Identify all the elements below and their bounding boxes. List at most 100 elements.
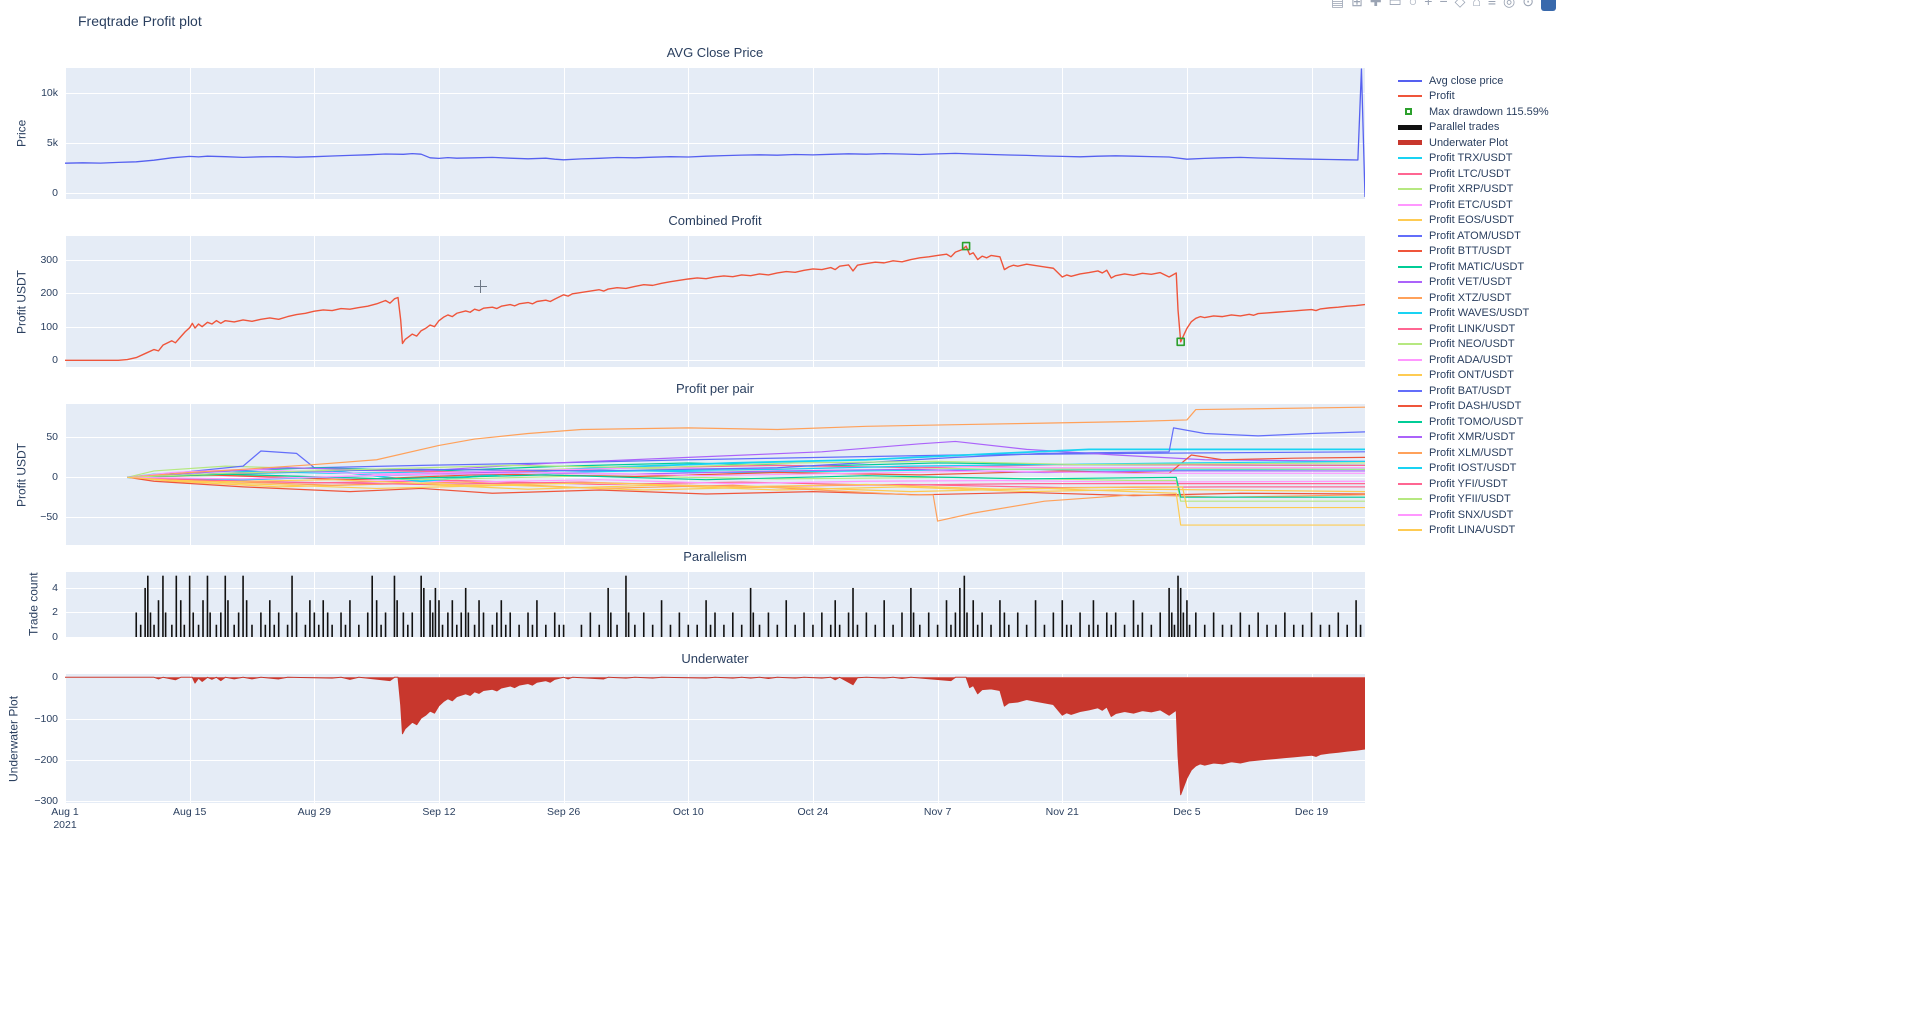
legend-item-profit-ltc-usdt[interactable]: Profit LTC/USDT bbox=[1398, 166, 1549, 182]
legend-item-avg-close-price[interactable]: Avg close price bbox=[1398, 73, 1549, 89]
plotly-logo[interactable] bbox=[1541, 0, 1556, 11]
legend-item-profit-lina-usdt[interactable]: Profit LINA/USDT bbox=[1398, 523, 1549, 539]
legend-label: Profit NEO/USDT bbox=[1429, 338, 1515, 351]
camera-icon[interactable]: ▤ bbox=[1330, 0, 1345, 9]
hover-compare-icon[interactable]: ⊙ bbox=[1522, 0, 1534, 9]
parallelism-plot-canvas[interactable] bbox=[65, 572, 1365, 637]
x-tick-label: Nov 7 bbox=[893, 806, 983, 819]
x-tick-label: Sep 12 bbox=[394, 806, 484, 819]
swatch-shape bbox=[1398, 281, 1422, 284]
legend-swatch-line-icon bbox=[1398, 327, 1425, 330]
x-tick-text: Nov 7 bbox=[923, 806, 952, 818]
legend-label: Profit BTT/USDT bbox=[1429, 245, 1512, 258]
legend-item-profit-ada-usdt[interactable]: Profit ADA/USDT bbox=[1398, 352, 1549, 368]
legend-label: Profit VET/USDT bbox=[1429, 276, 1513, 289]
swatch-shape bbox=[1398, 358, 1422, 361]
swatch-shape bbox=[1398, 140, 1422, 146]
legend-item-profit-waves-usdt[interactable]: Profit WAVES/USDT bbox=[1398, 306, 1549, 322]
legend-item-profit-atom-usdt[interactable]: Profit ATOM/USDT bbox=[1398, 228, 1549, 244]
x-tick-text: Aug 15 bbox=[173, 806, 207, 818]
legend-item-profit[interactable]: Profit bbox=[1398, 89, 1549, 105]
box-select-icon[interactable]: ▭ bbox=[1388, 0, 1402, 9]
legend-swatch-line-icon bbox=[1398, 436, 1425, 439]
legend-item-profit-neo-usdt[interactable]: Profit NEO/USDT bbox=[1398, 337, 1549, 353]
crosshair-vertical bbox=[480, 280, 481, 293]
combined-profit-plot-canvas[interactable] bbox=[65, 236, 1365, 367]
legend-item-profit-yfi-usdt[interactable]: Profit YFI/USDT bbox=[1398, 476, 1549, 492]
legend-swatch-line-icon bbox=[1398, 420, 1425, 423]
legend-item-parallel-trades[interactable]: Parallel trades bbox=[1398, 120, 1549, 136]
zoom-out-icon[interactable]: − bbox=[1439, 0, 1448, 9]
plotly-modebar: ▤ ⊞ ✚ ▭ ○ + − ◇ ⌂ ≡ ◎ ⊙ bbox=[1331, 0, 1556, 12]
legend-label: Parallel trades bbox=[1429, 121, 1500, 134]
legend-item-profit-link-usdt[interactable]: Profit LINK/USDT bbox=[1398, 321, 1549, 337]
swatch-shape bbox=[1398, 203, 1422, 206]
profit-per-pair-plot-canvas[interactable] bbox=[65, 404, 1365, 545]
legend-item-profit-dash-usdt[interactable]: Profit DASH/USDT bbox=[1398, 399, 1549, 415]
legend-label: Profit XMR/USDT bbox=[1429, 431, 1516, 444]
autoscale-icon[interactable]: ◇ bbox=[1454, 0, 1466, 9]
y-tick-label: −50 bbox=[40, 511, 58, 524]
x-tick-text: Sep 12 bbox=[422, 806, 456, 818]
legend-label: Profit ETC/USDT bbox=[1429, 198, 1513, 211]
legend-label: Profit WAVES/USDT bbox=[1429, 307, 1530, 320]
legend-item-profit-trx-usdt[interactable]: Profit TRX/USDT bbox=[1398, 151, 1549, 167]
legend-swatch-line-icon bbox=[1398, 343, 1425, 346]
swatch-shape bbox=[1398, 420, 1422, 423]
y-tick-label: −100 bbox=[34, 712, 58, 725]
legend-item-profit-xrp-usdt[interactable]: Profit XRP/USDT bbox=[1398, 182, 1549, 198]
zoom-icon[interactable]: ⊞ bbox=[1351, 0, 1363, 9]
swatch-shape bbox=[1405, 108, 1412, 116]
swatch-shape bbox=[1398, 327, 1422, 330]
legend-swatch-line-icon bbox=[1398, 529, 1425, 532]
swatch-shape bbox=[1398, 498, 1422, 501]
legend-item-profit-yfii-usdt[interactable]: Profit YFII/USDT bbox=[1398, 492, 1549, 508]
legend-item-profit-xmr-usdt[interactable]: Profit XMR/USDT bbox=[1398, 430, 1549, 446]
swatch-shape bbox=[1398, 451, 1422, 454]
legend-item-profit-eos-usdt[interactable]: Profit EOS/USDT bbox=[1398, 213, 1549, 229]
lasso-select-icon[interactable]: ○ bbox=[1408, 0, 1418, 9]
legend-item-profit-etc-usdt[interactable]: Profit ETC/USDT bbox=[1398, 197, 1549, 213]
legend-swatch-line-icon bbox=[1398, 467, 1425, 470]
legend-item-profit-bat-usdt[interactable]: Profit BAT/USDT bbox=[1398, 383, 1549, 399]
legend-swatch-line-icon bbox=[1398, 188, 1425, 191]
legend-item-profit-xlm-usdt[interactable]: Profit XLM/USDT bbox=[1398, 445, 1549, 461]
legend-item-profit-ont-usdt[interactable]: Profit ONT/USDT bbox=[1398, 368, 1549, 384]
swatch-shape bbox=[1398, 312, 1422, 315]
legend-label: Profit ONT/USDT bbox=[1429, 369, 1514, 382]
legend-label: Profit TOMO/USDT bbox=[1429, 415, 1524, 428]
legend-item-profit-xtz-usdt[interactable]: Profit XTZ/USDT bbox=[1398, 290, 1549, 306]
legend-swatch-line-icon bbox=[1398, 95, 1425, 98]
legend-item-profit-iost-usdt[interactable]: Profit IOST/USDT bbox=[1398, 461, 1549, 477]
zoom-in-icon[interactable]: + bbox=[1424, 0, 1433, 9]
legend-swatch-line-icon bbox=[1398, 451, 1425, 454]
hover-closest-icon[interactable]: ◎ bbox=[1503, 0, 1516, 9]
legend-item-underwater-plot[interactable]: Underwater Plot bbox=[1398, 135, 1549, 151]
legend-label: Profit IOST/USDT bbox=[1429, 462, 1517, 475]
legend-swatch-line-icon bbox=[1398, 172, 1425, 175]
legend-item-profit-matic-usdt[interactable]: Profit MATIC/USDT bbox=[1398, 259, 1549, 275]
legend-label: Profit YFI/USDT bbox=[1429, 477, 1508, 490]
y-tick-label: 50 bbox=[46, 431, 58, 444]
reset-axes-icon[interactable]: ⌂ bbox=[1472, 0, 1481, 9]
legend-label: Max drawdown 115.59% bbox=[1429, 105, 1549, 118]
legend-label: Profit TRX/USDT bbox=[1429, 152, 1513, 165]
avg-close-price-plot-canvas[interactable] bbox=[65, 68, 1365, 199]
legend-swatch-line-icon bbox=[1398, 513, 1425, 516]
legend-item-profit-btt-usdt[interactable]: Profit BTT/USDT bbox=[1398, 244, 1549, 260]
y-tick-label: 300 bbox=[40, 253, 58, 266]
legend-item-profit-tomo-usdt[interactable]: Profit TOMO/USDT bbox=[1398, 414, 1549, 430]
legend-label: Profit bbox=[1429, 90, 1455, 103]
swatch-shape bbox=[1398, 95, 1422, 98]
legend-item-profit-snx-usdt[interactable]: Profit SNX/USDT bbox=[1398, 507, 1549, 523]
legend-swatch-square-icon bbox=[1398, 108, 1425, 116]
swatch-shape bbox=[1398, 529, 1422, 532]
legend-item-profit-vet-usdt[interactable]: Profit VET/USDT bbox=[1398, 275, 1549, 291]
toggle-spikelines-icon[interactable]: ≡ bbox=[1487, 0, 1497, 9]
legend-label: Profit EOS/USDT bbox=[1429, 214, 1514, 227]
legend-label: Profit SNX/USDT bbox=[1429, 508, 1514, 521]
underwater-plot-canvas[interactable] bbox=[65, 674, 1365, 803]
legend-item-max-drawdown-115-59[interactable]: Max drawdown 115.59% bbox=[1398, 104, 1549, 120]
pan-icon[interactable]: ✚ bbox=[1369, 0, 1382, 9]
x-tick-label: Aug 29 bbox=[269, 806, 359, 819]
